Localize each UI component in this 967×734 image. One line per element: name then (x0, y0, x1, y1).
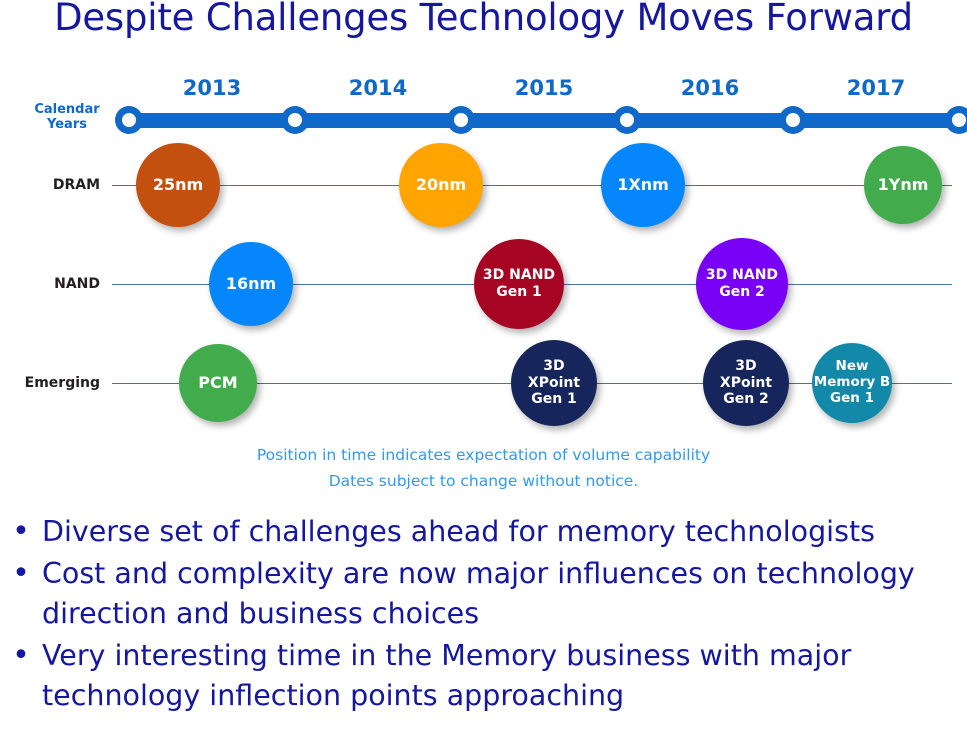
bubble-emerging-4[interactable]: New Memory B Gen 1 (812, 343, 892, 423)
timeline-node-3 (447, 106, 475, 134)
calendar-years-label-line2: Years (47, 117, 87, 132)
bullet-marker-icon: • (12, 514, 30, 549)
timeline-year-2013: 2013 (182, 76, 242, 100)
footnote-line-2: Dates subject to change without notice. (328, 472, 639, 490)
bullet-item-1: • Diverse set of challenges ahead for mem… (0, 512, 967, 552)
bullet-marker-icon: • (12, 556, 30, 591)
bubble-emerging-3[interactable]: 3D XPoint Gen 2 (703, 340, 789, 426)
bubble-nand-1[interactable]: 16nm (209, 242, 293, 326)
footnote-line-1: Position in time indicates expectation o… (256, 446, 711, 464)
bullet-item-2: • Cost and complexity are now major influ… (0, 554, 967, 634)
timeline-year-2015: 2015 (514, 76, 574, 100)
timeline-node-4 (613, 106, 641, 134)
timeline-node-1 (115, 106, 143, 134)
row-label-dram: DRAM (52, 177, 100, 193)
technology-roadmap-diagram: Calendar Years 2013 2014 2015 2016 2017 DRAM… (0, 62, 967, 502)
timeline-year-2017: 2017 (846, 76, 906, 100)
bullet-list: • Diverse set of challenges ahead for mem… (0, 512, 967, 718)
calendar-years-label: Calendar Years (26, 102, 108, 132)
timeline-year-2014: 2014 (348, 76, 408, 100)
footnote: Position in time indicates expectation o… (0, 442, 967, 494)
bubble-emerging-2[interactable]: 3D XPoint Gen 1 (511, 340, 597, 426)
page-title: Despite Challenges Technology Moves Forw… (54, 0, 913, 39)
timeline-node-2 (281, 106, 309, 134)
bubble-dram-4[interactable]: 1Ynm (864, 146, 942, 224)
row-label-emerging: Emerging (24, 375, 100, 391)
bubble-nand-2[interactable]: 3D NAND Gen 1 (474, 239, 564, 329)
timeline-node-5 (779, 106, 807, 134)
bullet-text-2: Cost and complexity are now major influe… (42, 557, 915, 630)
bubble-emerging-1[interactable]: PCM (179, 344, 257, 422)
bubble-nand-3[interactable]: 3D NAND Gen 2 (696, 238, 788, 330)
timeline-node-6 (945, 106, 967, 134)
row-rule-dram (112, 185, 952, 186)
bubble-dram-1[interactable]: 25nm (136, 143, 220, 227)
bubble-dram-3[interactable]: 1Xnm (601, 143, 685, 227)
timeline-year-2016: 2016 (680, 76, 740, 100)
bubble-dram-2[interactable]: 20nm (399, 143, 483, 227)
bullet-text-1: Diverse set of challenges ahead for memo… (42, 515, 875, 548)
bullet-item-3: • Very interesting time in the Memory bus… (0, 636, 967, 716)
bullet-marker-icon: • (12, 638, 30, 673)
timeline-bar (122, 113, 952, 128)
calendar-years-label-line1: Calendar (34, 102, 100, 117)
bullet-text-3: Very interesting time in the Memory busi… (42, 639, 852, 712)
row-label-nand: NAND (54, 276, 100, 292)
